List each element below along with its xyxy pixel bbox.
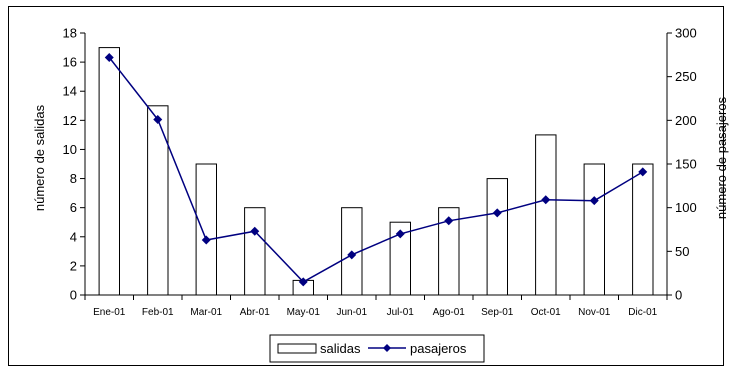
pasajeros-point-jun-01 bbox=[347, 250, 357, 260]
bar-mar-01 bbox=[195, 163, 218, 296]
legend-label-pasajeros: pasajeros bbox=[410, 341, 467, 356]
right-axis-title: número de pasajeros bbox=[714, 96, 729, 219]
bar-oct-01 bbox=[535, 134, 557, 296]
right-tick-label-150: 150 bbox=[675, 157, 697, 172]
right-tick-label-300: 300 bbox=[675, 26, 697, 41]
left-tick-label-2: 2 bbox=[70, 258, 77, 273]
bar-sep-01 bbox=[486, 178, 509, 296]
x-tick-label-oct-01: Oct-01 bbox=[531, 307, 561, 318]
pasajeros-point-abr-01 bbox=[250, 226, 260, 236]
legend-swatch-salidas bbox=[277, 343, 317, 354]
right-tick-label-0: 0 bbox=[675, 288, 682, 303]
x-tick-label-dic-01: Dic-01 bbox=[628, 307, 657, 318]
x-tick-label-abr-01: Abr-01 bbox=[240, 307, 270, 318]
x-tick-label-ene-01: Ene-01 bbox=[93, 307, 126, 318]
right-tick-label-50: 50 bbox=[675, 244, 689, 259]
axes-layer bbox=[80, 32, 672, 300]
pasajeros-point-jul-01 bbox=[395, 229, 405, 239]
bar-ene-01 bbox=[98, 47, 120, 296]
bar-abr-01 bbox=[244, 207, 266, 296]
left-axis-title: número de salidas bbox=[32, 104, 47, 211]
legend-label-salidas: salidas bbox=[320, 341, 361, 356]
left-tick-label-14: 14 bbox=[63, 84, 77, 99]
pasajeros-point-mar-01 bbox=[201, 235, 211, 245]
pasajeros-point-may-01 bbox=[298, 277, 308, 287]
legend: salidas pasajeros bbox=[269, 334, 485, 363]
x-tick-label-jul-01: Jul-01 bbox=[387, 307, 415, 318]
right-tick-label-100: 100 bbox=[675, 200, 697, 215]
x-tick-label-sep-01: Sep-01 bbox=[481, 307, 514, 318]
pasajeros-point-nov-01 bbox=[589, 196, 599, 206]
pasajeros-point-sep-01 bbox=[492, 208, 502, 218]
right-tick-label-250: 250 bbox=[675, 69, 697, 84]
left-tick-label-18: 18 bbox=[63, 26, 77, 41]
x-tick-label-jun-01: Jun-01 bbox=[336, 307, 367, 318]
x-tick-label-nov-01: Nov-01 bbox=[578, 307, 611, 318]
bars-layer bbox=[98, 47, 654, 296]
left-tick-label-12: 12 bbox=[63, 113, 77, 128]
left-tick-label-4: 4 bbox=[70, 229, 77, 244]
left-tick-label-0: 0 bbox=[70, 288, 77, 303]
x-tick-label-mar-01: Mar-01 bbox=[190, 307, 222, 318]
left-tick-label-8: 8 bbox=[70, 171, 77, 186]
pasajeros-point-ene-01 bbox=[104, 52, 114, 62]
labels-layer: 0 2 4 6 8 10 12 14 16 18 0 50 100 150 200 250 300 Ene-01 F… bbox=[63, 26, 697, 319]
pasajeros-point-oct-01 bbox=[541, 195, 551, 205]
x-tick-label-may-01: May-01 bbox=[287, 307, 321, 318]
line-layer bbox=[104, 52, 648, 287]
legend-swatch-pasajeros-marker bbox=[383, 344, 391, 352]
right-tick-label-200: 200 bbox=[675, 113, 697, 128]
pasajeros-line bbox=[108, 57, 644, 283]
left-tick-label-6: 6 bbox=[70, 200, 77, 215]
x-tick-label-ago-01: Ago-01 bbox=[433, 307, 466, 318]
pasajeros-point-feb-01 bbox=[153, 114, 163, 124]
pasajeros-point-dic-01 bbox=[638, 167, 648, 177]
x-tick-label-feb-01: Feb-01 bbox=[142, 307, 174, 318]
left-tick-label-16: 16 bbox=[63, 55, 77, 70]
bar-dic-01 bbox=[632, 163, 654, 296]
left-tick-label-10: 10 bbox=[63, 142, 77, 157]
pasajeros-point-ago-01 bbox=[444, 216, 454, 226]
bar-feb-01 bbox=[147, 105, 169, 296]
bar-nov-01 bbox=[583, 163, 605, 296]
